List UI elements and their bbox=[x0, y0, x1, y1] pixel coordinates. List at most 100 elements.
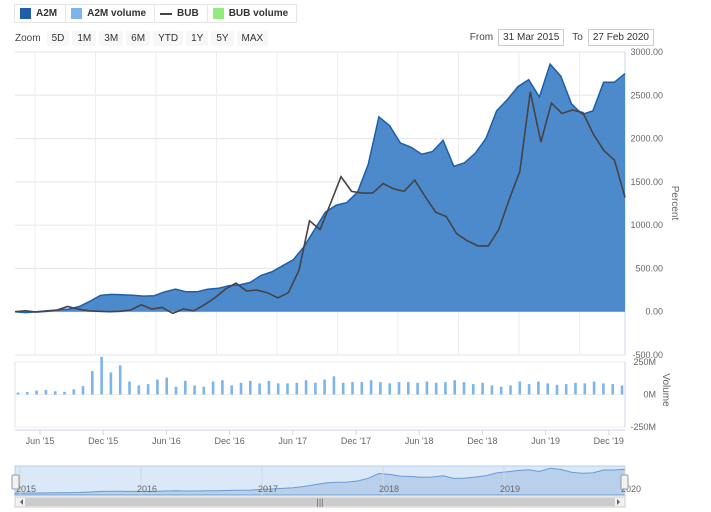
volume-bar bbox=[323, 379, 326, 395]
legend: A2M A2M volume BUB BUB volume bbox=[14, 4, 298, 23]
y-tick-label: 2000.00 bbox=[630, 134, 663, 144]
volume-bar bbox=[100, 356, 103, 395]
volume-bar bbox=[332, 376, 336, 395]
volume-bar bbox=[472, 384, 475, 395]
volume-bar bbox=[490, 385, 494, 395]
volume-bar bbox=[564, 384, 568, 395]
volume-bar bbox=[53, 391, 57, 395]
volume-bar bbox=[583, 383, 587, 395]
date-range: From 31 Mar 2015 To 27 Feb 2020 bbox=[462, 29, 654, 46]
legend-item-a2m-volume[interactable]: A2M volume bbox=[65, 4, 156, 23]
legend-item-bub[interactable]: BUB bbox=[154, 4, 208, 23]
volume-bar bbox=[397, 382, 401, 395]
volume-bar bbox=[63, 391, 66, 395]
a2m-swatch-icon bbox=[20, 8, 31, 19]
volume-bar bbox=[351, 382, 354, 395]
volume-bar bbox=[286, 383, 289, 395]
from-date-input[interactable]: 31 Mar 2015 bbox=[498, 29, 565, 46]
zoom-button-3m[interactable]: 3M bbox=[99, 31, 124, 46]
navigator[interactable]: 2015 2016 2017 2018 2019 2020 ||| bbox=[11, 465, 641, 508]
volume-bar bbox=[304, 380, 308, 395]
main-plot: -500.00 0.00 500.00 1000.00 1500.00 2000.00 25… bbox=[14, 47, 663, 360]
volume-bar bbox=[546, 383, 549, 395]
volume-bar bbox=[72, 389, 76, 395]
volume-bar bbox=[518, 381, 522, 395]
volume-bar bbox=[407, 382, 410, 395]
navigator-year-label: 2015 bbox=[16, 484, 36, 494]
volume-bar bbox=[360, 382, 364, 395]
zoom-button-5d[interactable]: 5D bbox=[46, 31, 70, 46]
to-label: To bbox=[572, 32, 583, 43]
y-tick-label: 2500.00 bbox=[630, 90, 663, 100]
volume-tick-label: 250M bbox=[633, 357, 656, 367]
legend-label: A2M volume bbox=[87, 8, 147, 19]
bub-line bbox=[14, 91, 626, 315]
y-tick-label: 1500.00 bbox=[630, 177, 663, 187]
volume-bar bbox=[295, 382, 299, 395]
volume-bar bbox=[388, 383, 391, 395]
a2m-area bbox=[15, 64, 625, 313]
volume-bar bbox=[555, 384, 559, 395]
y-tick-label: 1000.00 bbox=[630, 220, 663, 230]
volume-bar bbox=[537, 381, 540, 395]
volume-bar bbox=[146, 384, 150, 395]
x-tick-label: Jun '18 bbox=[405, 436, 434, 446]
zoom-bar: Zoom 5D 1M 3M 6M YTD 1Y 5Y MAX bbox=[15, 31, 271, 46]
volume-bar bbox=[267, 380, 271, 395]
volume-axis-title: Volume bbox=[660, 373, 671, 407]
navigator-year-label: 2020 bbox=[621, 484, 641, 494]
y-tick-label: 500.00 bbox=[635, 263, 663, 273]
zoom-button-1m[interactable]: 1M bbox=[72, 31, 97, 46]
bub-volume-swatch-icon bbox=[212, 8, 224, 19]
x-axis: Jun '15 Dec '15 Jun '16 Dec '16 Jun '17 Dec '… bbox=[15, 429, 625, 446]
volume-bar bbox=[527, 384, 531, 395]
volume-bar bbox=[91, 371, 94, 395]
navigator-handle[interactable] bbox=[620, 474, 629, 490]
volume-bar bbox=[128, 381, 131, 395]
volume-bar bbox=[211, 381, 215, 395]
legend-label: A2M bbox=[36, 8, 58, 19]
zoom-button-6m[interactable]: 6M bbox=[126, 31, 151, 46]
volume-plot: 250M 0M -250M bbox=[14, 356, 656, 432]
volume-bar bbox=[44, 389, 48, 395]
bub-line-icon bbox=[160, 12, 173, 15]
navigator-year-label: 2018 bbox=[379, 484, 399, 494]
volume-bar bbox=[35, 390, 38, 395]
volume-bar bbox=[369, 380, 373, 395]
x-tick-label: Jun '17 bbox=[278, 436, 307, 446]
volume-bar bbox=[202, 386, 206, 395]
legend-label: BUB volume bbox=[228, 8, 289, 19]
volume-bar bbox=[314, 382, 317, 395]
scroll-right-icon bbox=[617, 499, 620, 505]
zoom-button-max[interactable]: MAX bbox=[236, 31, 269, 46]
volume-bar bbox=[174, 386, 178, 395]
volume-tick-label: -250M bbox=[630, 422, 656, 432]
navigator-handle[interactable] bbox=[11, 474, 20, 490]
volume-bar bbox=[276, 383, 280, 395]
navigator-year-label: 2016 bbox=[137, 484, 157, 494]
to-date-input[interactable]: 27 Feb 2020 bbox=[587, 29, 654, 46]
volume-bar bbox=[165, 377, 168, 395]
zoom-button-1y[interactable]: 1Y bbox=[186, 31, 209, 46]
volume-bar bbox=[193, 385, 196, 395]
x-tick-label: Dec '16 bbox=[214, 436, 244, 446]
zoom-button-5y[interactable]: 5Y bbox=[211, 31, 234, 46]
volume-bar bbox=[620, 385, 624, 395]
legend-item-bub-volume[interactable]: BUB volume bbox=[206, 4, 298, 23]
volume-bar bbox=[341, 382, 345, 395]
y-axis-title: Percent bbox=[669, 186, 680, 221]
y-tick-label: 3000.00 bbox=[630, 47, 663, 57]
volume-bar bbox=[425, 381, 429, 395]
navigator-year-label: 2019 bbox=[500, 484, 520, 494]
zoom-button-ytd[interactable]: YTD bbox=[153, 31, 184, 46]
volume-bar bbox=[221, 380, 224, 395]
volume-tick-label: 0M bbox=[643, 390, 656, 400]
legend-label: BUB bbox=[177, 8, 199, 19]
navigator-scrollbar-thumb[interactable] bbox=[25, 498, 615, 506]
volume-bar bbox=[444, 382, 447, 395]
volume-bar bbox=[434, 382, 438, 395]
y-tick-label: -500.00 bbox=[632, 350, 663, 360]
volume-bar bbox=[26, 391, 29, 395]
x-tick-label: Dec '19 bbox=[594, 436, 624, 446]
